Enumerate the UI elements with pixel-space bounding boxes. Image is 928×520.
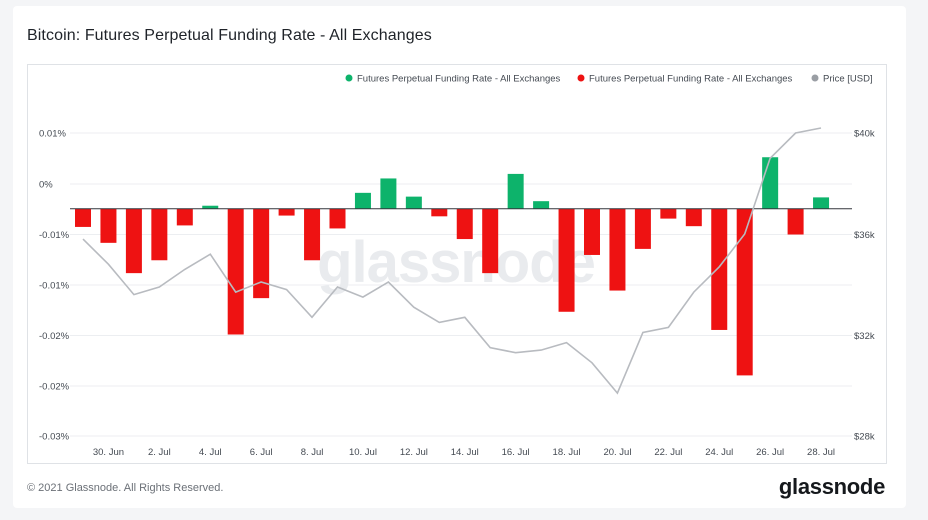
funding-rate-bar-20[interactable] — [558, 208, 575, 312]
y-right-tick-label: $28k — [854, 432, 875, 443]
y-left-tick-label: -0.01% — [39, 230, 70, 241]
y-left-tick-label: -0.03% — [39, 432, 70, 443]
funding-rate-bar-2[interactable] — [100, 208, 117, 243]
y-left-tick-label: 0.01% — [39, 129, 66, 140]
x-tick-label: 22. Jul — [654, 447, 682, 458]
copyright-text: © 2021 Glassnode. All Rights Reserved. — [27, 482, 224, 494]
funding-rate-bar-26[interactable] — [711, 208, 728, 330]
funding-rate-bar-16[interactable] — [456, 208, 473, 240]
funding-rate-bar-6[interactable] — [202, 205, 219, 209]
y-left-tick-label: -0.02% — [39, 331, 70, 342]
funding-rate-bar-3[interactable] — [125, 208, 142, 274]
legend-label[interactable]: Futures Perpetual Funding Rate - All Exc… — [357, 74, 561, 85]
funding-rate-bar-11[interactable] — [329, 208, 346, 229]
funding-rate-bar-30[interactable] — [813, 197, 830, 209]
legend-marker — [811, 74, 819, 82]
funding-rate-bar-12[interactable] — [354, 192, 371, 209]
x-tick-label: 18. Jul — [553, 447, 581, 458]
funding-rate-bar-1[interactable] — [75, 208, 91, 227]
x-tick-label: 4. Jul — [199, 447, 222, 458]
x-tick-label: 10. Jul — [349, 447, 377, 458]
funding-rate-bar-21[interactable] — [584, 208, 600, 255]
y-left-tick-label: 0% — [39, 180, 53, 191]
funding-rate-bar-15[interactable] — [431, 208, 448, 217]
y-left-tick-label: -0.02% — [39, 382, 70, 393]
legend: Futures Perpetual Funding Rate - All Exc… — [345, 74, 873, 85]
funding-rate-bar-10[interactable] — [304, 208, 321, 261]
axis-layer: 0.01% 0% -0.01% -0.01% -0.02% -0.02% -0.03% $40… — [39, 129, 875, 459]
funding-rate-bar-14[interactable] — [405, 196, 422, 209]
funding-rate-bar-27[interactable] — [736, 208, 753, 376]
funding-rate-bar-25[interactable] — [685, 208, 702, 227]
glassnode-logo[interactable]: glassnode — [778, 474, 885, 499]
x-tick-label: 14. Jul — [451, 447, 479, 458]
x-tick-label: 26. Jul — [756, 447, 784, 458]
funding-rate-bar-13[interactable] — [380, 178, 397, 209]
legend-label[interactable]: Futures Perpetual Funding Rate - All Exc… — [589, 74, 793, 85]
funding-rate-bar-22[interactable] — [609, 208, 626, 291]
watermark: glassnode — [317, 230, 595, 295]
x-tick-label: 12. Jul — [400, 447, 428, 458]
chart-title: Bitcoin: Futures Perpetual Funding Rate … — [27, 27, 432, 44]
funding-rate-bar-23[interactable] — [634, 208, 651, 249]
funding-rate-bar-4[interactable] — [151, 208, 168, 261]
legend-marker — [345, 74, 353, 82]
legend-label[interactable]: Price [USD] — [823, 74, 873, 85]
y-right-tick-label: $32k — [854, 331, 875, 342]
funding-rate-bar-24[interactable] — [660, 208, 677, 219]
y-left-tick-label: -0.01% — [39, 281, 70, 292]
legend-marker — [577, 74, 585, 82]
x-tick-label: 24. Jul — [705, 447, 733, 458]
x-tick-label: 30. Jun — [93, 447, 124, 458]
x-tick-label: 28. Jul — [807, 447, 835, 458]
price-series-line — [82, 127, 822, 395]
funding-rate-bar-18[interactable] — [507, 173, 524, 209]
funding-rate-bar-28[interactable] — [762, 157, 779, 209]
funding-rate-bar-17[interactable] — [482, 208, 499, 274]
funding-rate-bar-7[interactable] — [227, 208, 244, 335]
funding-rate-bar-29[interactable] — [787, 208, 804, 235]
x-tick-label: 8. Jul — [301, 447, 324, 458]
funding-rate-bar-9[interactable] — [278, 208, 295, 216]
y-right-tick-label: $40k — [854, 129, 875, 140]
funding-rate-bar-8[interactable] — [253, 208, 270, 299]
bars-layer — [75, 157, 830, 376]
y-right-tick-label: $36k — [854, 230, 875, 241]
funding-rate-bar-5[interactable] — [176, 208, 193, 226]
funding-rate-bar-19[interactable] — [533, 201, 550, 209]
x-tick-label: 6. Jul — [250, 447, 273, 458]
x-tick-label: 20. Jul — [603, 447, 631, 458]
x-tick-label: 16. Jul — [502, 447, 530, 458]
x-tick-label: 2. Jul — [148, 447, 171, 458]
